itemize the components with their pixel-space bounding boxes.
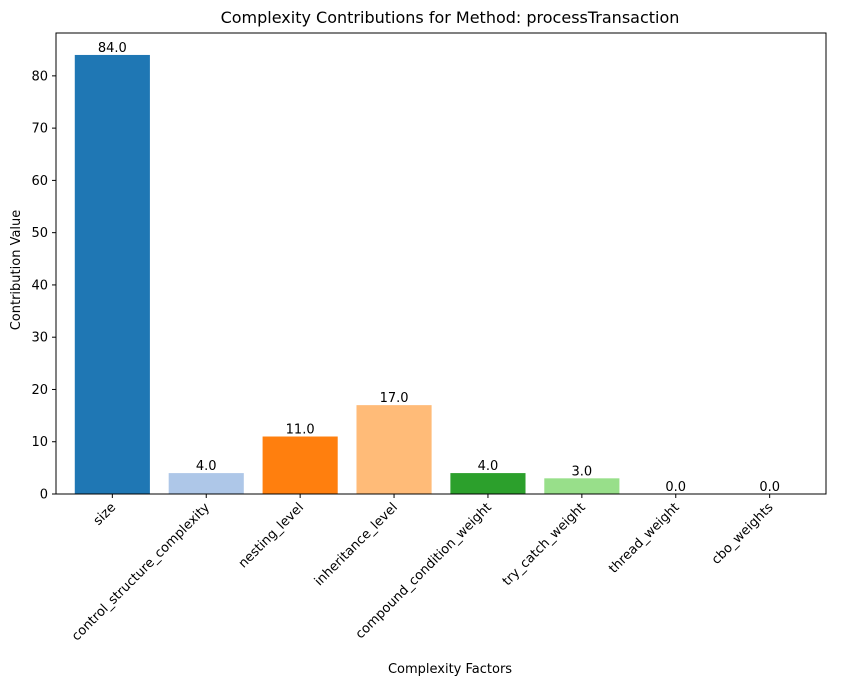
- y-tick-label: 30: [31, 331, 48, 346]
- value-label-cbo_weights: 0.0: [759, 480, 780, 495]
- bar-nesting_level: [262, 436, 338, 494]
- bar-try_catch_weight: [544, 478, 620, 494]
- x-tick-label-control_structure_complexity: control_structure_complexity: [69, 500, 213, 644]
- value-label-inheritance_level: 17.0: [380, 391, 409, 406]
- value-label-nesting_level: 11.0: [286, 423, 315, 438]
- y-tick-label: 0: [40, 488, 48, 503]
- value-label-thread_weight: 0.0: [665, 480, 686, 495]
- y-tick-label: 60: [31, 174, 48, 189]
- bar-control_structure_complexity: [168, 473, 244, 494]
- y-axis-label: Contribution Value: [9, 210, 24, 331]
- x-tick-label-size: size: [91, 500, 119, 528]
- x-tick-label-try_catch_weight: try_catch_weight: [500, 500, 589, 589]
- y-tick-label: 20: [31, 383, 48, 398]
- bar-inheritance_level: [356, 405, 432, 494]
- y-tick-label: 10: [31, 435, 48, 450]
- y-tick-label: 80: [31, 69, 48, 84]
- value-label-size: 84.0: [98, 41, 127, 56]
- x-tick-label-nesting_level: nesting_level: [236, 500, 307, 571]
- y-tick-label: 40: [31, 278, 48, 293]
- value-label-compound_condition_weight: 4.0: [478, 459, 499, 474]
- x-tick-label-cbo_weights: cbo_weights: [709, 500, 777, 568]
- value-label-control_structure_complexity: 4.0: [196, 459, 217, 474]
- bar-compound_condition_weight: [450, 473, 526, 494]
- chart-title: Complexity Contributions for Method: pro…: [221, 8, 680, 27]
- y-axis-ticks: 0 10 20 30 40 50 60 70 80: [31, 69, 56, 503]
- plot-frame: [55, 32, 827, 495]
- y-tick-label: 70: [31, 122, 48, 137]
- bars-group: [74, 54, 620, 494]
- x-axis-label: Complexity Factors: [388, 662, 512, 677]
- x-tick-label-thread_weight: thread_weight: [606, 500, 682, 576]
- value-labels-group: 84.0 4.0 11.0 17.0 4.0 3.0 0.0 0.0: [98, 41, 780, 495]
- bar-size: [74, 54, 150, 494]
- y-tick-label: 50: [31, 226, 48, 241]
- x-tick-label-inheritance_level: inheritance_level: [312, 500, 401, 589]
- value-label-try_catch_weight: 3.0: [572, 464, 593, 479]
